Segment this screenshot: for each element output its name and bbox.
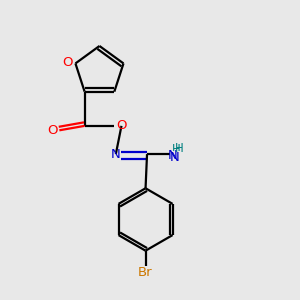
Text: Br: Br bbox=[138, 266, 153, 279]
Text: N: N bbox=[111, 148, 121, 160]
Text: N: N bbox=[167, 149, 177, 162]
Text: N: N bbox=[170, 151, 180, 164]
Text: H: H bbox=[176, 142, 184, 154]
Text: O: O bbox=[48, 124, 58, 137]
Text: O: O bbox=[62, 56, 73, 69]
Text: O: O bbox=[116, 119, 127, 132]
Text: H: H bbox=[172, 143, 180, 156]
Text: N: N bbox=[170, 151, 180, 164]
